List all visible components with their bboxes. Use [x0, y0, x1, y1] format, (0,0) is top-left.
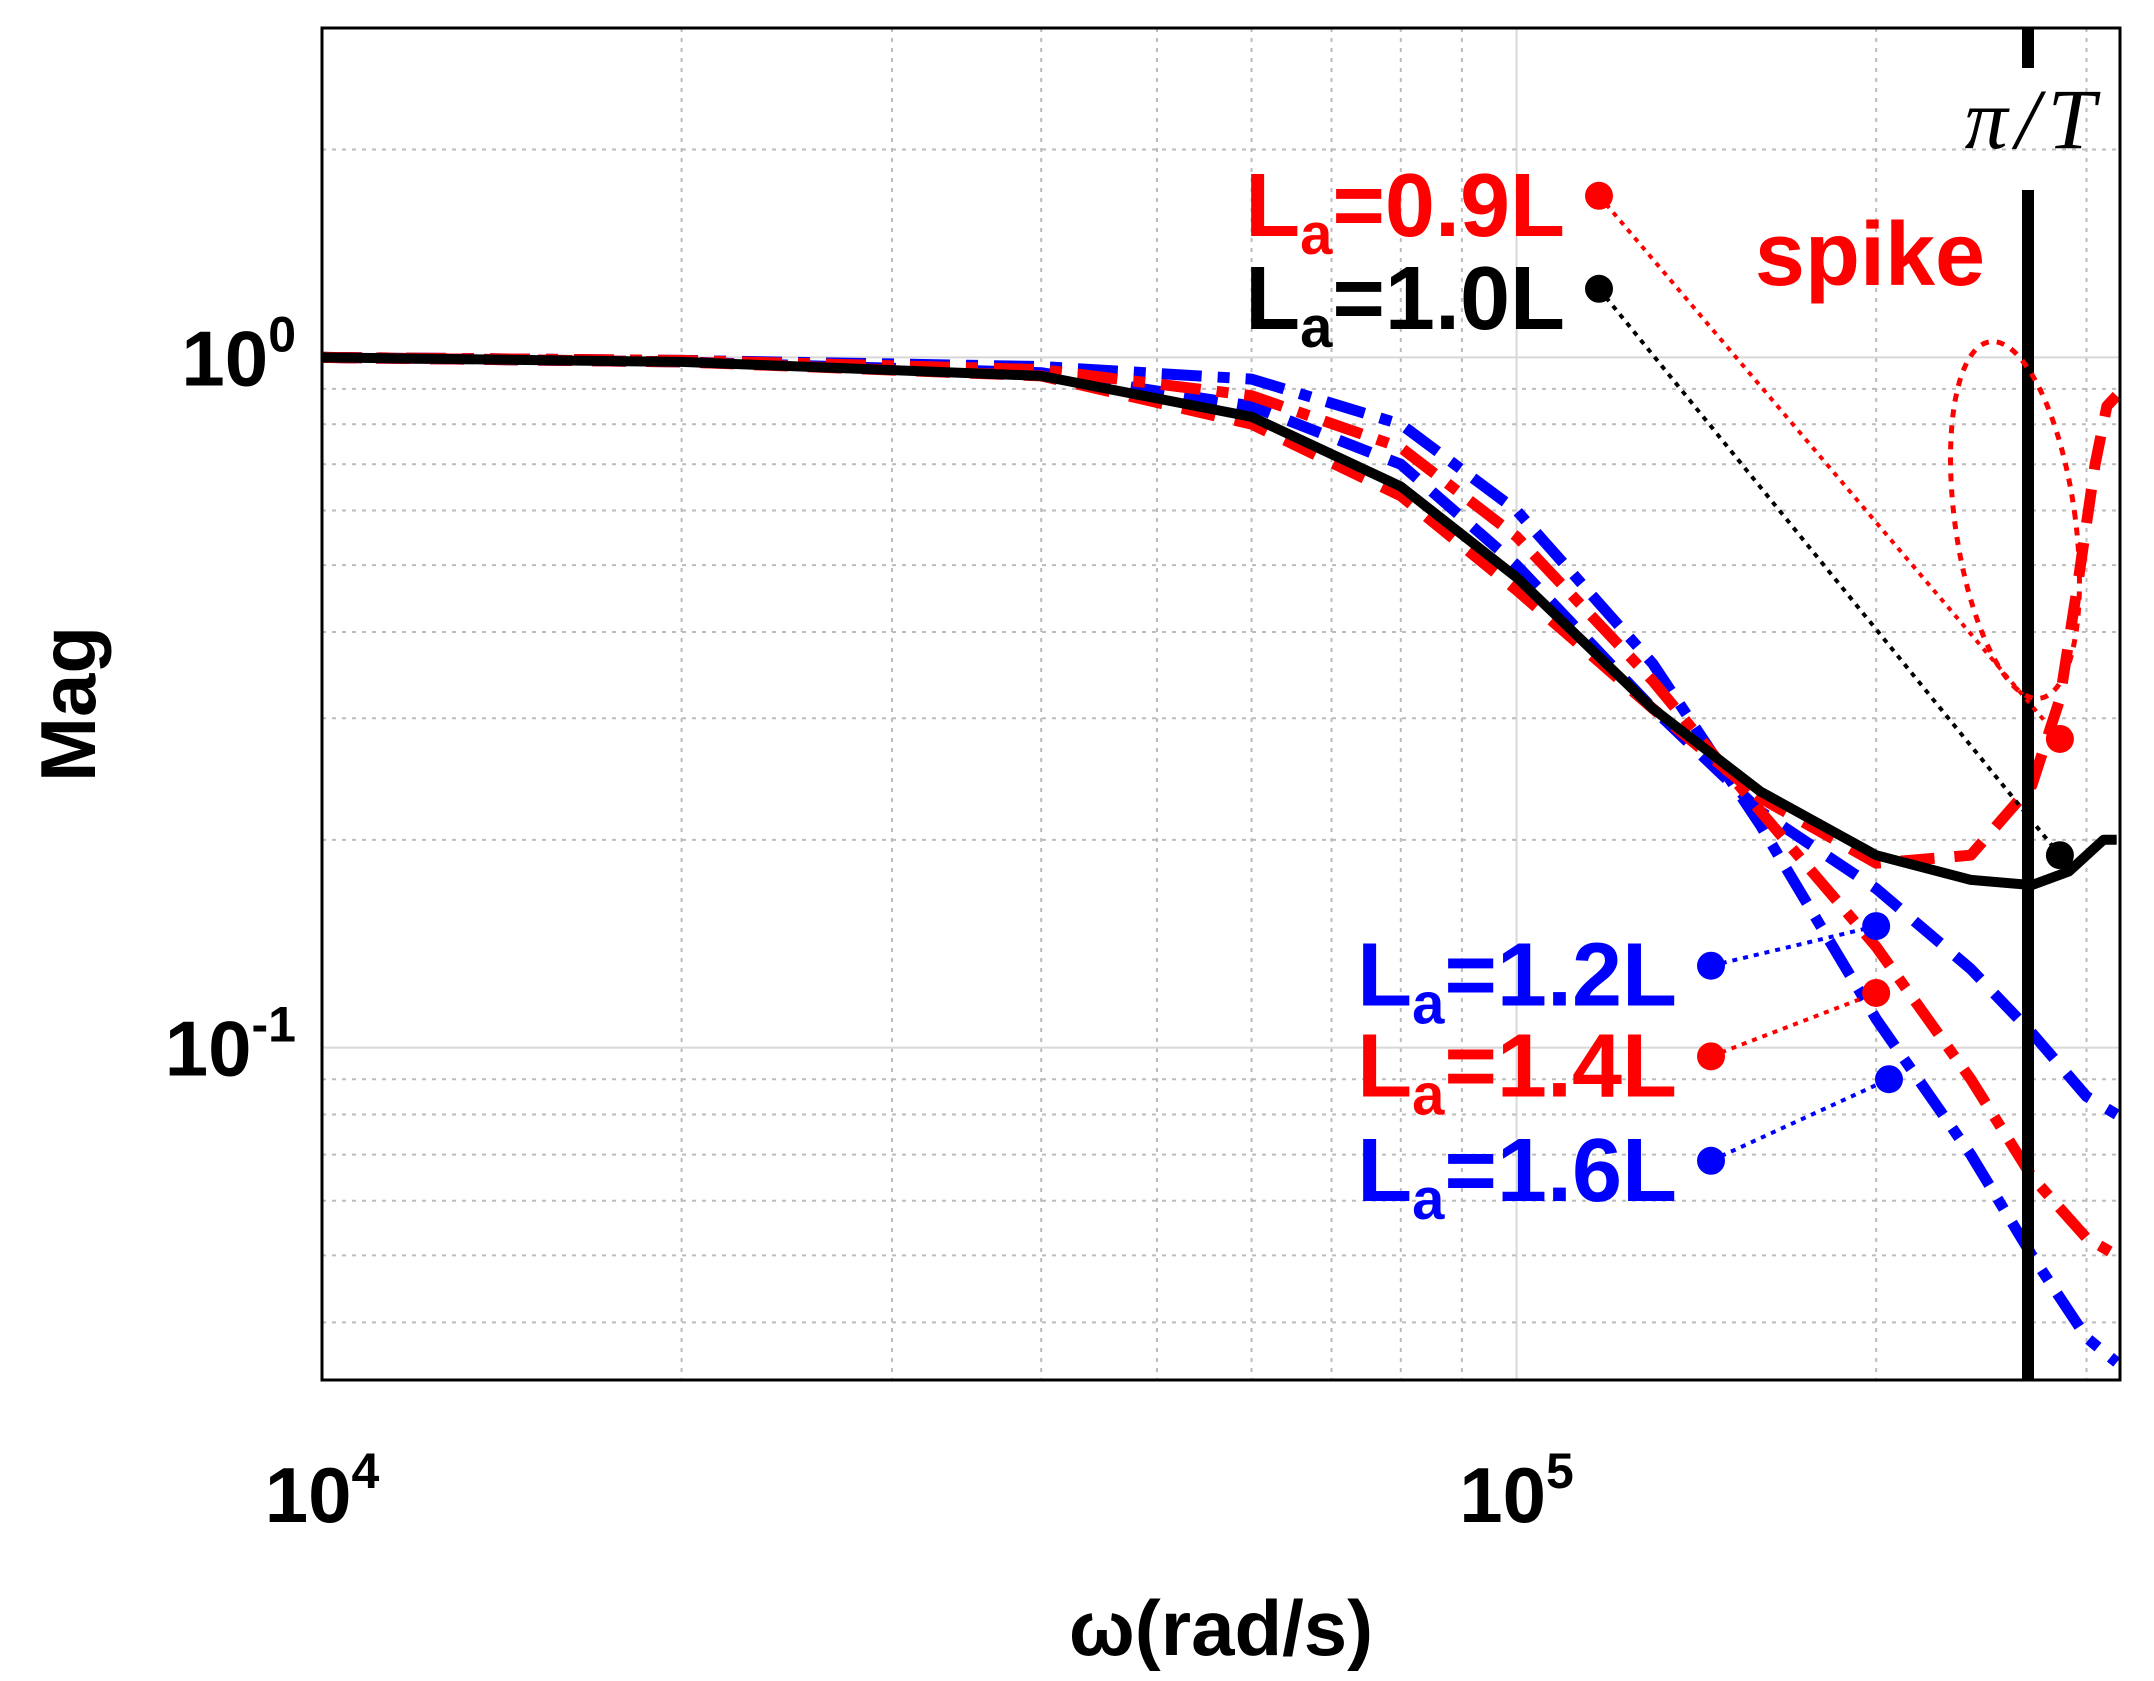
x-tick-exp: 4 — [351, 1443, 379, 1499]
pi-over-t-part: / — [2012, 71, 2047, 167]
y-tick-base: 10 — [165, 1005, 252, 1093]
label-dot — [1697, 1146, 1725, 1175]
x-tick-base: 10 — [1459, 1451, 1546, 1539]
y-tick-exp: 0 — [268, 306, 296, 362]
x-axis-label: ω(rad/s) — [1069, 1584, 1373, 1672]
legend-label: La=0.9L — [1245, 156, 1565, 267]
pi-over-t-part: π — [1965, 71, 2011, 167]
series-line — [321, 351, 2121, 869]
legend-main: L — [1357, 1016, 1412, 1116]
legend-main: L — [1245, 249, 1300, 349]
pi-over-t-label: π/T — [1965, 71, 2101, 167]
legend-rest: =1.4L — [1444, 1016, 1677, 1116]
series-line — [321, 351, 2121, 1367]
x-tick-exp: 5 — [1546, 1443, 1574, 1499]
y-tick-label: 10-1 — [165, 997, 296, 1093]
label-dot — [1697, 1042, 1725, 1071]
legend-subscript: a — [1412, 972, 1445, 1037]
x-tick-label: 104 — [265, 1443, 380, 1539]
legend-subscript: a — [1300, 202, 1333, 267]
legend-main: L — [1245, 156, 1300, 256]
curve-marker — [2045, 841, 2074, 870]
leader-line — [1597, 287, 2062, 857]
leader-line — [1710, 1077, 1890, 1163]
legend-subscript: a — [1412, 1062, 1445, 1127]
legend-rest: =1.0L — [1332, 249, 1565, 349]
legend-subscript: a — [1300, 295, 1333, 360]
pi-over-t-part: T — [2048, 71, 2101, 167]
leader-line — [1710, 991, 1877, 1059]
y-tick-label: 100 — [181, 306, 296, 402]
legend-label: La=1.2L — [1357, 926, 1677, 1037]
series-markers — [1585, 181, 2074, 1175]
legend-main: L — [1357, 1121, 1412, 1221]
x-tick-label: 105 — [1459, 1443, 1574, 1539]
legend-label: La=1.0L — [1245, 249, 1565, 360]
legend-rest: =1.2L — [1444, 926, 1677, 1026]
curves — [321, 351, 2121, 1367]
legend-rest: =1.6L — [1444, 1121, 1677, 1221]
legend-main: L — [1357, 926, 1412, 1026]
leader-line — [1597, 194, 2062, 741]
curve-marker — [1862, 912, 1891, 941]
label-dot — [1585, 274, 1613, 303]
legend-label: La=1.4L — [1357, 1016, 1677, 1127]
label-dot — [1585, 181, 1613, 210]
label-dot — [1697, 951, 1725, 980]
legend-subscript: a — [1412, 1167, 1445, 1232]
y-tick-exp: -1 — [252, 997, 296, 1053]
x-tick-base: 10 — [265, 1451, 352, 1539]
curve-marker — [1862, 978, 1891, 1007]
spike-annotation: spike — [1755, 205, 1985, 305]
curve-marker — [1874, 1065, 1903, 1094]
series-line — [321, 351, 2120, 1120]
spike-ellipse — [1948, 339, 2082, 701]
series-line — [321, 351, 2120, 1261]
leader-line — [1710, 924, 1877, 968]
legend-label: La=1.6L — [1357, 1121, 1677, 1232]
y-tick-base: 10 — [181, 314, 268, 402]
y-axis-label: Mag — [24, 626, 112, 782]
legend-rest: =0.9L — [1332, 156, 1565, 256]
plot-frame — [320, 26, 2122, 1382]
series-line — [321, 352, 2117, 891]
curve-marker — [2045, 724, 2074, 753]
